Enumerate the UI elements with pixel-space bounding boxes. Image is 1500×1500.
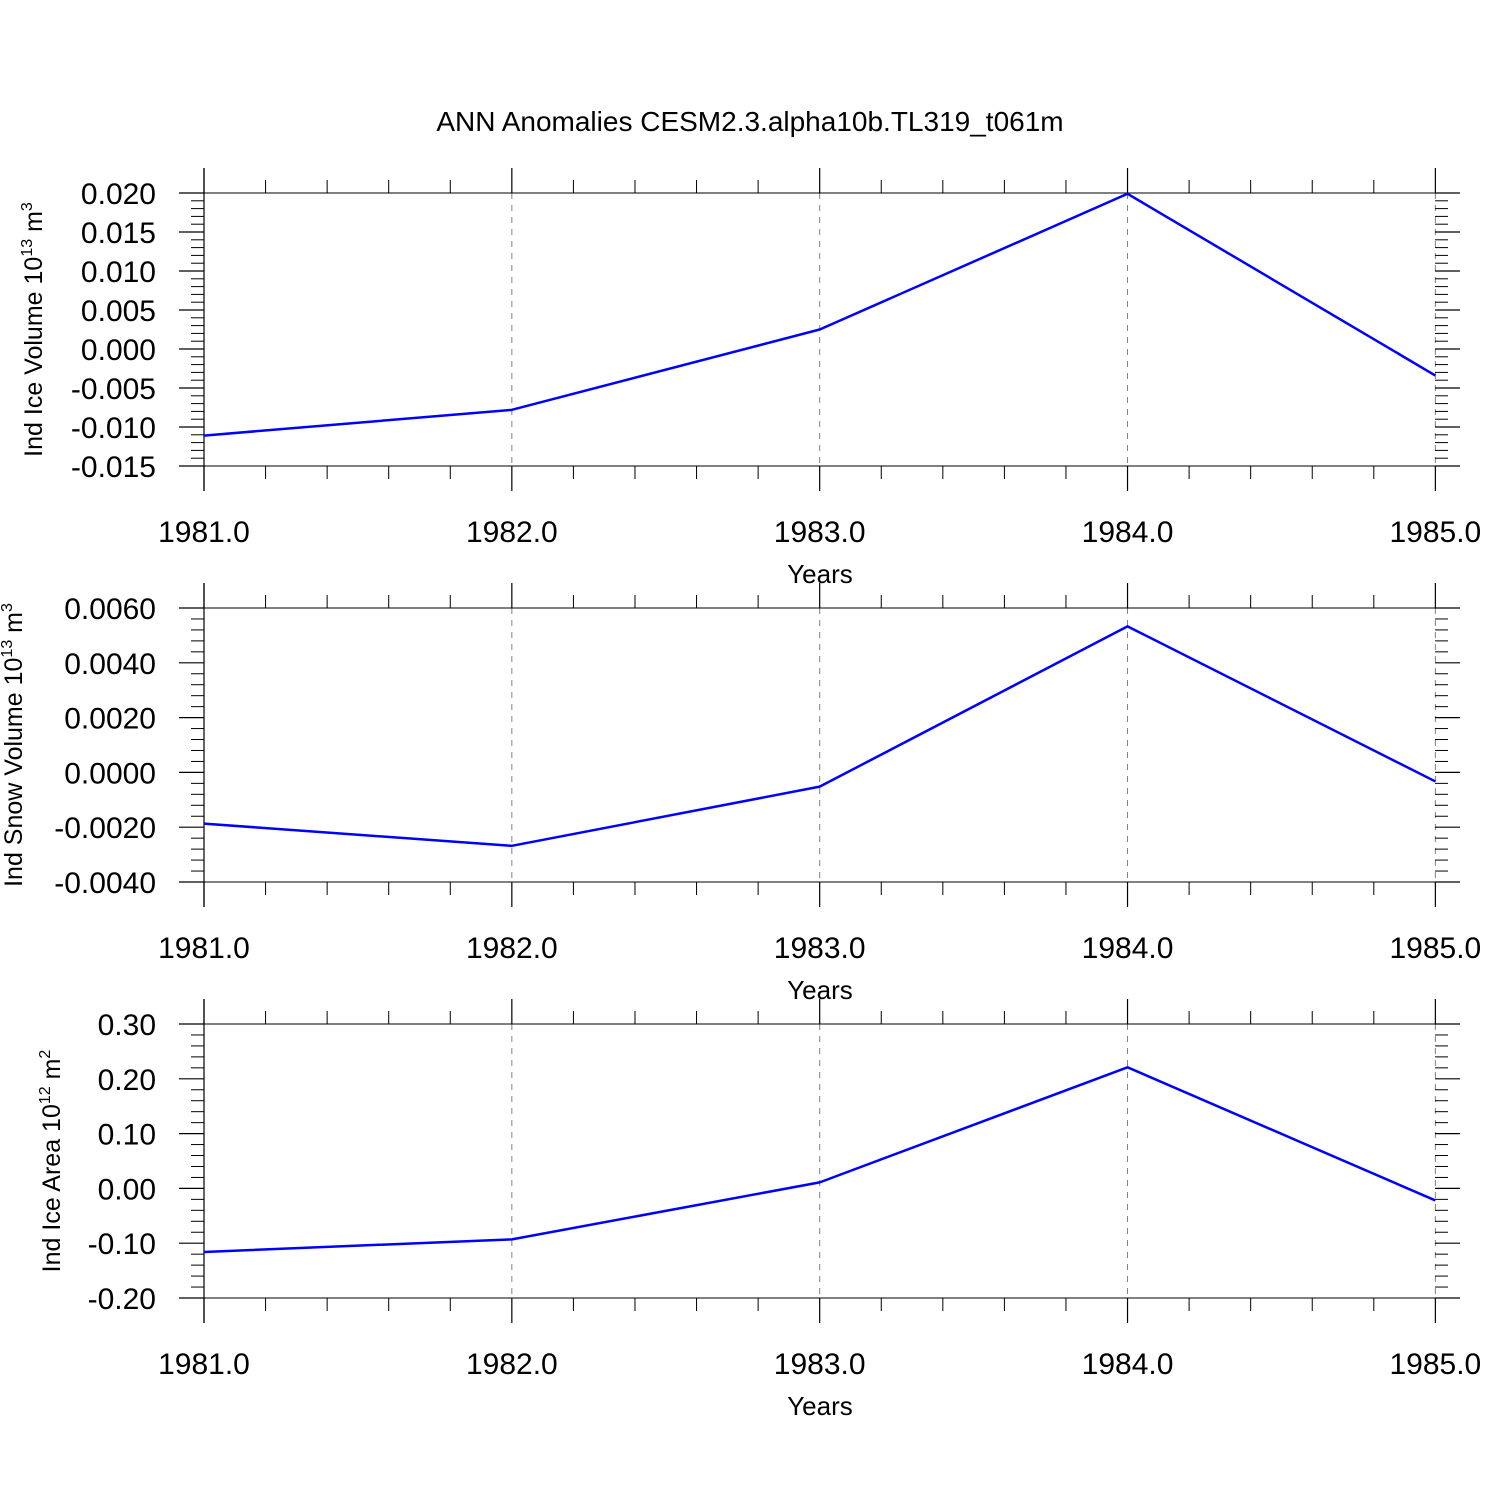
y-tick-label: 0.10 <box>98 1119 156 1152</box>
y-tick-label: 0.015 <box>81 217 156 250</box>
chart-panel-1: 1981.0 1982.0 1983.0 1984.0 1985.0Years-0.01… <box>19 168 1481 589</box>
x-tick-label: 1982.0 <box>466 516 558 549</box>
y-tick-label: -0.010 <box>71 412 156 445</box>
series-line <box>203 625 1436 848</box>
x-tick-label: 1984.0 <box>1082 932 1174 965</box>
y-tick-label: 0.0040 <box>64 648 156 681</box>
y-tick-label: -0.005 <box>71 373 156 406</box>
x-tick-label: 1983.0 <box>774 516 866 549</box>
x-tick-label: 1982.0 <box>466 1348 558 1381</box>
series-line <box>203 1066 1436 1254</box>
y-tick-label: -0.0020 <box>54 812 156 845</box>
x-tick-label: 1985.0 <box>1389 932 1481 965</box>
y-tick-label: 0.000 <box>81 334 156 367</box>
x-tick-label: 1982.0 <box>466 932 558 965</box>
y-tick-label: 0.30 <box>98 1009 156 1042</box>
chart-panel-3: 1981.0 1982.0 1983.0 1984.0 1985.0 Years -0.20… <box>37 999 1481 1421</box>
x-axis-label: Years <box>787 1391 853 1421</box>
x-tick-label: 1984.0 <box>1082 516 1174 549</box>
x-tick-label: 1981.0 <box>158 932 250 965</box>
y-tick-label: 0.020 <box>81 178 156 211</box>
y-tick-label: -0.10 <box>88 1228 156 1261</box>
chart-panel-2: 1981.0 1982.0 1983.0 1984.0 1985.0Years-0.00… <box>0 583 1481 1005</box>
x-tick-label: 1985.0 <box>1389 516 1481 549</box>
y-tick-label: 0.00 <box>98 1173 156 1206</box>
y-tick-label: 0.0020 <box>64 703 156 736</box>
y-tick-label: 0.20 <box>98 1064 156 1097</box>
x-tick-label: 1984.0 <box>1082 1348 1174 1381</box>
y-axis-label: Ind Ice Area 1012 m2 <box>37 1050 66 1273</box>
x-tick-label: 1983.0 <box>774 932 866 965</box>
y-tick-label: -0.0040 <box>54 867 156 900</box>
x-tick-label: 1985.0 <box>1389 1348 1481 1381</box>
y-axis-label: Ind Ice Volume 1013 m3 <box>19 202 48 457</box>
x-tick-label: 1983.0 <box>774 1348 866 1381</box>
y-tick-label: 0.005 <box>81 295 156 328</box>
y-tick-label: -0.015 <box>71 451 156 484</box>
y-tick-label: 0.0060 <box>64 593 156 626</box>
figure-title: ANN Anomalies CESM2.3.alpha10b.TL319_t06… <box>436 106 1063 137</box>
y-tick-label: 0.010 <box>81 256 156 289</box>
y-tick-label: 0.0000 <box>64 757 156 790</box>
y-tick-label: -0.20 <box>88 1283 156 1316</box>
series-line <box>203 192 1437 437</box>
panels: 1981.0 1982.0 1983.0 1984.0 1985.0 Years -0.01… <box>0 168 1481 1421</box>
x-tick-label: 1981.0 <box>158 516 250 549</box>
x-tick-label: 1981.0 <box>158 1348 250 1381</box>
y-axis-label: Ind Snow Volume 1013 m3 <box>0 603 28 887</box>
